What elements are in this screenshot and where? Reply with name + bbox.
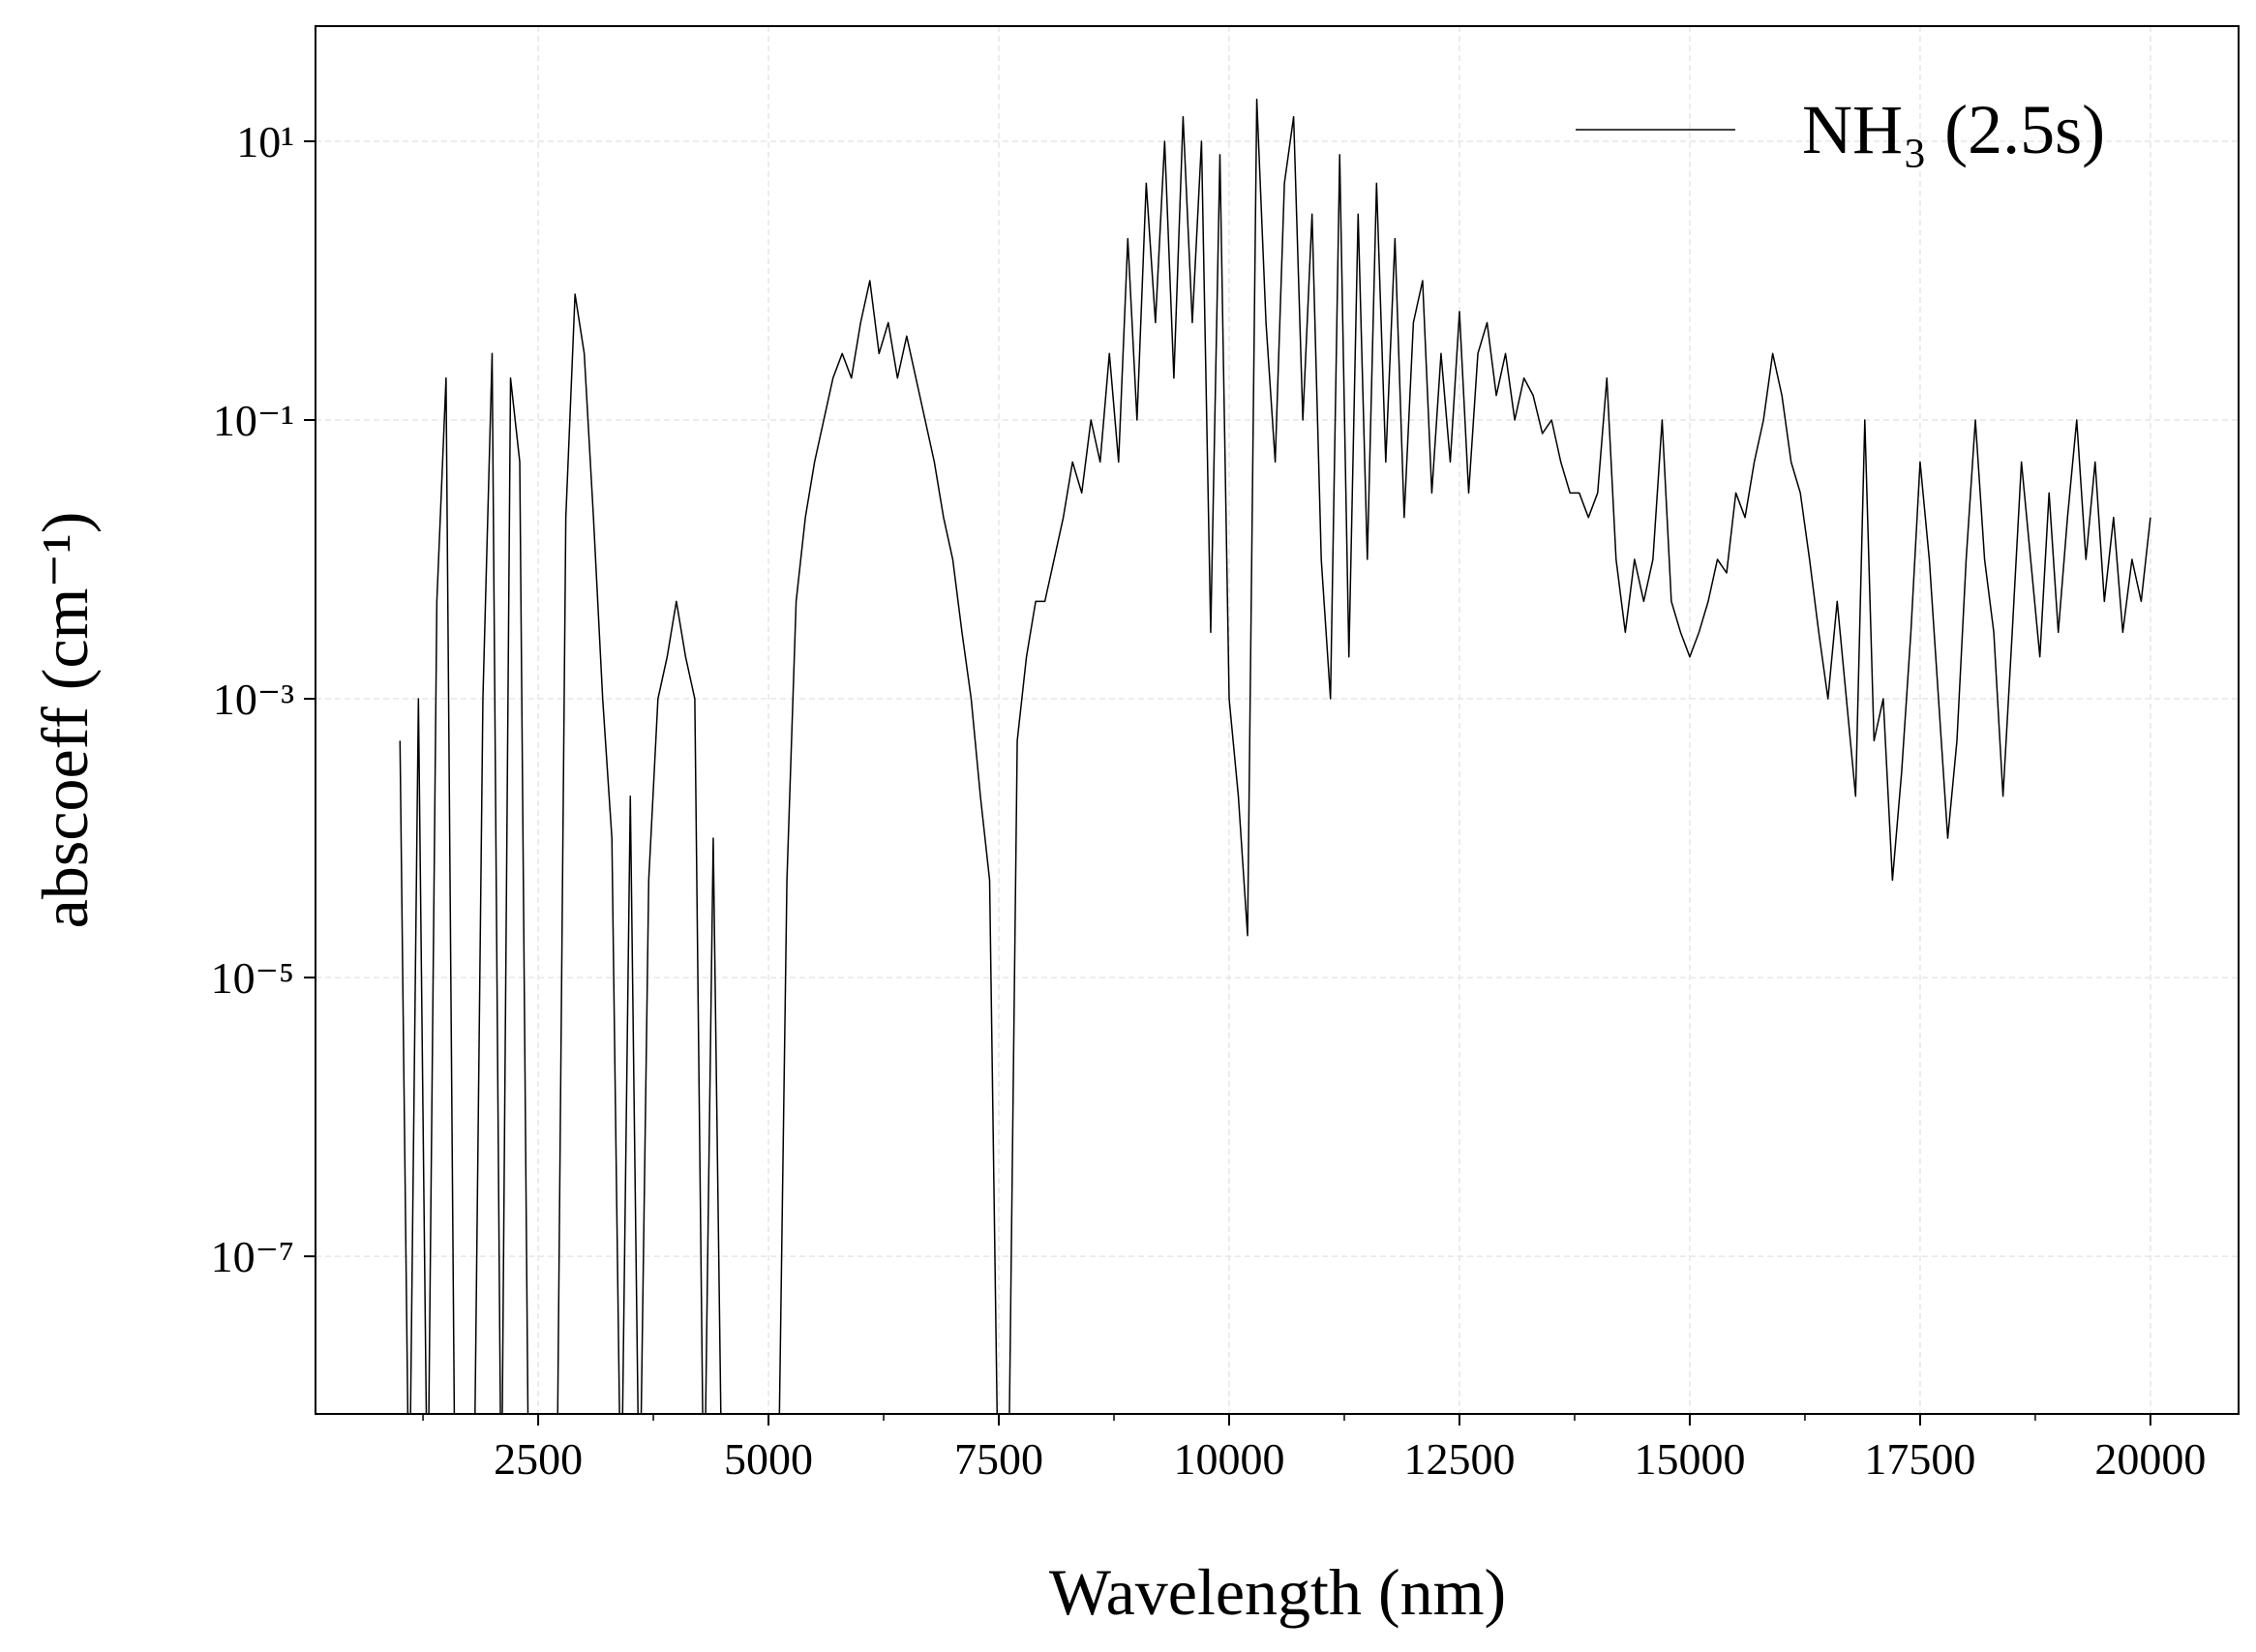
y-tick-label: 10⁻³ [213, 675, 294, 724]
y-axis-label: abscoeff (cm⁻¹) [28, 512, 102, 929]
x-tick-label: 20000 [2094, 1434, 2206, 1484]
y-tick-label: 10⁻⁷ [211, 1232, 294, 1281]
spectrum-line [399, 98, 2151, 1414]
y-tick-label: 10¹ [236, 117, 294, 166]
y-tick-label: 10⁻¹ [213, 396, 294, 445]
x-tick-label: 17500 [1864, 1434, 1975, 1484]
x-tick-label: 7500 [954, 1434, 1043, 1484]
legend-label: NH₃ (2.5s) [1802, 91, 2105, 168]
x-tick-label: 10000 [1174, 1434, 1285, 1484]
x-tick-label: 12500 [1403, 1434, 1515, 1484]
x-tick-label: 15000 [1634, 1434, 1745, 1484]
x-tick-label: 2500 [494, 1434, 583, 1484]
x-tick-label: 5000 [724, 1434, 813, 1484]
plot-frame [315, 25, 2240, 1415]
y-tick-label: 10⁻⁵ [211, 953, 294, 1003]
x-axis-label: Wavelength (nm) [1049, 1555, 1506, 1629]
